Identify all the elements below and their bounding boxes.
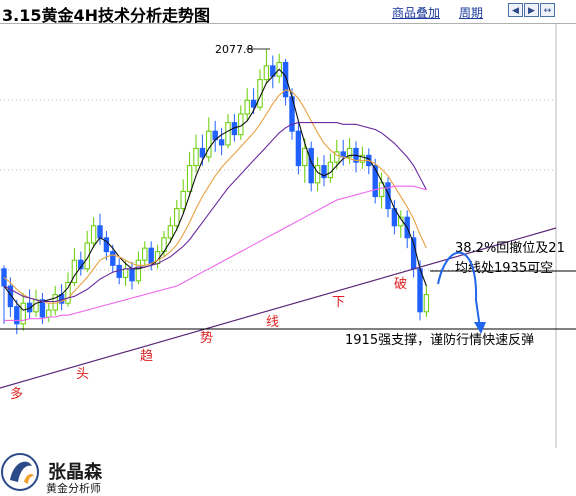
candlesticks: [1, 49, 430, 335]
candle-body-41: [263, 65, 270, 81]
candle-body-54: [346, 147, 353, 158]
candle-body-13: [84, 242, 90, 270]
candle-body-20: [129, 268, 135, 282]
candle-body-29: [186, 165, 193, 192]
moving-average-line-2: [3, 122, 427, 303]
annotation-resistance-1: 38.2%回撤位及21: [455, 240, 565, 256]
trendline-label-3: 趋: [140, 349, 153, 364]
candle-body-5: [33, 299, 39, 313]
candle-body-30: [193, 147, 199, 167]
candle-body-60: [385, 182, 391, 210]
arrow-left-icon[interactable]: ◀: [508, 3, 523, 17]
trendline-label-2: 头: [76, 367, 89, 382]
candle-body-21: [135, 259, 142, 282]
moving-average-line-1: [3, 89, 427, 304]
analyst-logo: [1, 453, 39, 491]
candle-body-1: [7, 285, 14, 308]
chart-header: 3.15黄金4H技术分析走势图 商品叠加 周期 ◀ ▶ ↔: [0, 0, 576, 25]
candle-body-2: [14, 306, 20, 325]
candle-body-56: [359, 154, 366, 163]
candle-body-50: [321, 165, 327, 179]
moving-average-line-0: [3, 68, 427, 311]
candle-body-28: [180, 190, 186, 210]
candle-body-51: [327, 161, 334, 179]
period-link[interactable]: 周期: [459, 6, 484, 20]
candle-body-59: [378, 182, 385, 198]
candle-body-46: [295, 130, 302, 167]
candle-body-17: [110, 251, 116, 266]
candle-body-19: [122, 268, 129, 278]
forecast-arrow: [437, 251, 481, 329]
trendline-label-5: 线: [266, 315, 279, 330]
high-label: 2077.8: [215, 43, 254, 56]
candle-body-47: [302, 147, 308, 167]
overlay-link[interactable]: 商品叠加: [392, 6, 441, 20]
trendline-label-1: 多: [10, 386, 23, 402]
candle-body-66: [423, 294, 430, 313]
candle-body-52: [334, 151, 340, 163]
candle-body-16: [103, 237, 110, 253]
price-chart: 2077.8 38.2%回撤位及21 均线处1935可空 1915强支撑，谨防行…: [0, 24, 576, 448]
analyst-name: 张晶森: [48, 462, 102, 483]
candle-body-4: [26, 302, 33, 313]
candle-body-58: [372, 165, 378, 198]
candle-body-35: [225, 122, 231, 146]
analyst-title: 黄金分析师: [46, 482, 101, 495]
candle-body-3: [20, 302, 26, 325]
annotation-support: 1915强支撑，谨防行情快速反弹: [345, 332, 534, 348]
trendline-labels: 多 头 趋 势 线 下 破: [10, 277, 407, 402]
moving-averages: [3, 68, 427, 321]
forecast-arrowhead: [474, 322, 486, 334]
candle-body-11: [71, 259, 78, 284]
candle-body-34: [218, 139, 225, 146]
trendline-label-7: 破: [394, 277, 407, 292]
candle-body-32: [206, 130, 212, 158]
chart-title: 3.15黄金4H技术分析走势图: [2, 6, 211, 25]
candle-body-22: [142, 247, 148, 261]
candle-body-7: [46, 309, 52, 318]
candle-body-44: [282, 61, 289, 98]
trendline-label-6: 下: [332, 295, 345, 310]
candle-body-26: [167, 225, 174, 239]
candle-body-15: [97, 225, 103, 239]
candle-body-65: [417, 268, 423, 313]
candle-body-10: [65, 282, 71, 304]
arrow-both-icon[interactable]: ↔: [540, 3, 555, 17]
high-marker: 2077.8: [215, 43, 270, 56]
candle-body-27: [174, 208, 180, 227]
candle-body-49: [314, 165, 321, 184]
candle-body-38: [244, 99, 250, 115]
candle-body-39: [250, 99, 257, 108]
annotation-resistance-2: 均线处1935可空: [455, 261, 553, 276]
moving-average-line-3: [4, 185, 427, 321]
candle-body-6: [39, 299, 46, 318]
candle-body-31: [199, 147, 206, 158]
candle-body-23: [148, 247, 154, 265]
grid-lines: [0, 24, 557, 448]
trendline-label-4: 势: [200, 330, 213, 346]
candle-body-14: [90, 225, 97, 244]
arrow-right-icon[interactable]: ▶: [524, 3, 539, 17]
